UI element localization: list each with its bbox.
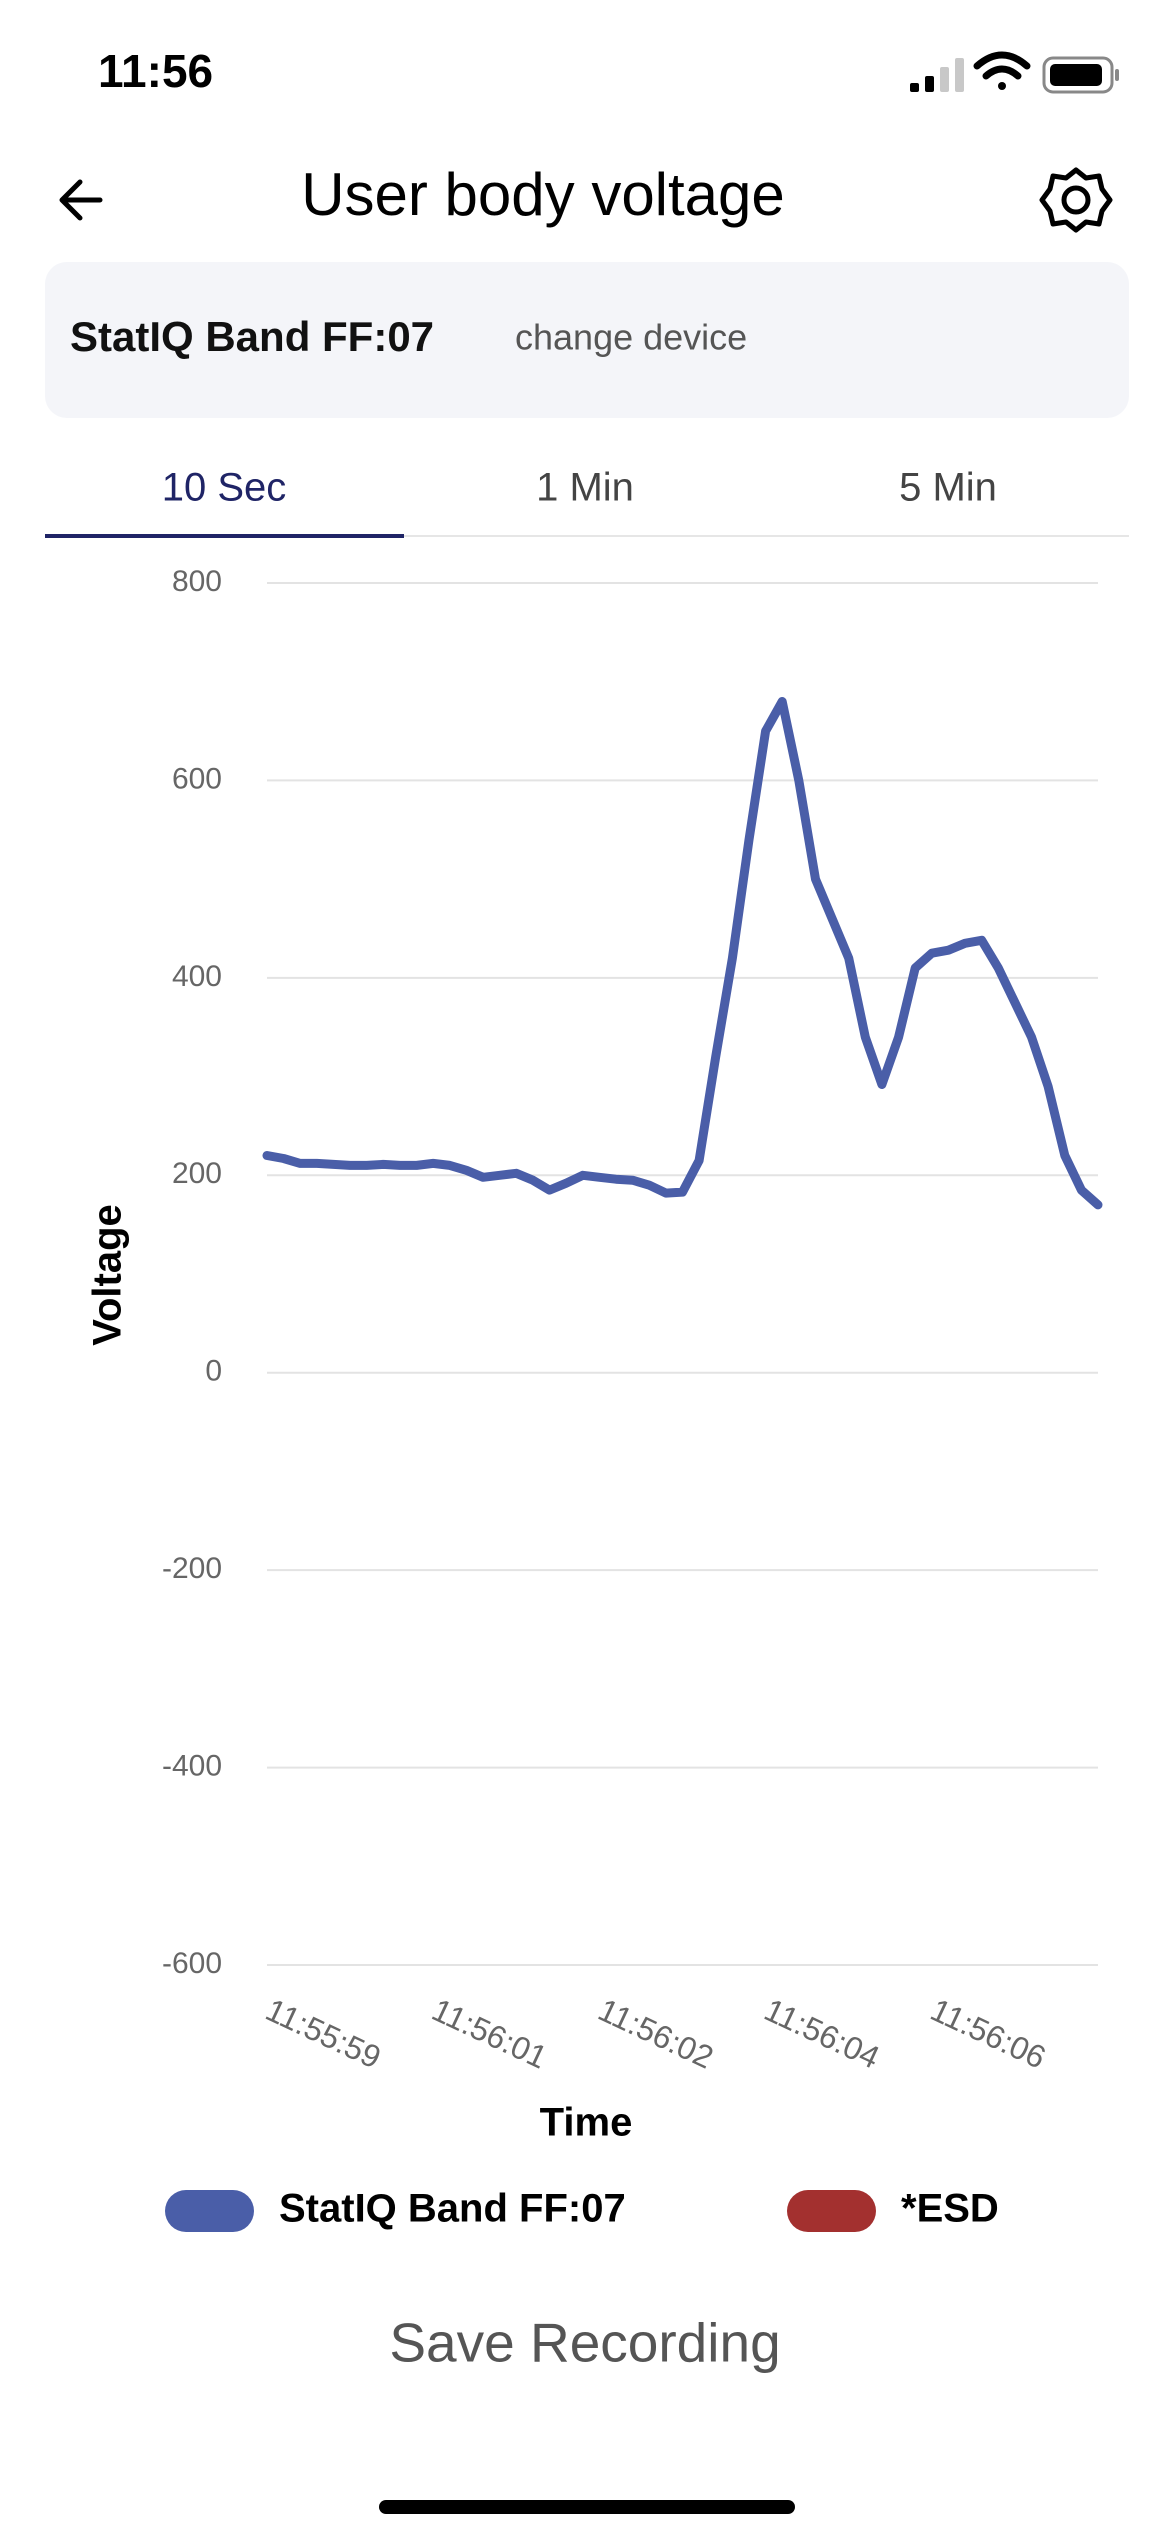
- change-device[interactable]: change device: [515, 317, 747, 358]
- x-axis-title: Time: [540, 2101, 633, 2145]
- page-title: User body voltage: [301, 161, 785, 228]
- legend-label: *ESD: [901, 2187, 999, 2231]
- y-tick-label: 400: [172, 960, 222, 993]
- data-line: [262, 697, 1103, 1210]
- legend: StatIQ Band FF:07 *ESD: [165, 2187, 999, 2232]
- legend-label: StatIQ Band FF:07: [279, 2187, 626, 2231]
- legend-swatch: [165, 2190, 254, 2232]
- status-time: 11:56: [98, 45, 213, 97]
- tab[interactable]: 10 Sec: [162, 466, 287, 510]
- x-tick-label: 11:56:02: [593, 1991, 719, 2075]
- chart: -600 -400 -200 0 200 400 600 800 11:55:59 11:56:0…: [162, 565, 1103, 2076]
- y-tick-label: 800: [172, 565, 222, 598]
- x-tick-label: 11:56:04: [759, 1991, 885, 2075]
- y-tick-label: -200: [162, 1552, 222, 1585]
- back-button[interactable]: [59, 179, 103, 221]
- home-indicator: [379, 2500, 795, 2514]
- y-tick-label: 0: [205, 1355, 222, 1388]
- x-tick-label: 11:55:59: [260, 1991, 386, 2075]
- settings-button[interactable]: [1039, 167, 1113, 233]
- y-axis-title: Voltage: [86, 1204, 130, 1346]
- device-card: [45, 262, 1129, 418]
- x-tick-label: 11:56:01: [427, 1991, 553, 2075]
- y-tick-label: 200: [172, 1157, 222, 1190]
- signal-icon: [910, 58, 964, 92]
- device-name: StatIQ Band FF:07: [70, 313, 434, 360]
- legend-swatch: [787, 2190, 876, 2232]
- tab[interactable]: 1 Min: [536, 466, 634, 510]
- wifi-icon: [973, 51, 1031, 90]
- y-tick-label: -400: [162, 1749, 222, 1782]
- x-tick-label: 11:56:06: [925, 1991, 1051, 2075]
- y-tick-label: 600: [172, 762, 222, 795]
- save-recording-button[interactable]: Save Recording: [389, 2312, 780, 2374]
- y-tick-label: -600: [162, 1947, 222, 1980]
- tab[interactable]: 5 Min: [899, 466, 997, 510]
- battery-icon: [1042, 56, 1119, 94]
